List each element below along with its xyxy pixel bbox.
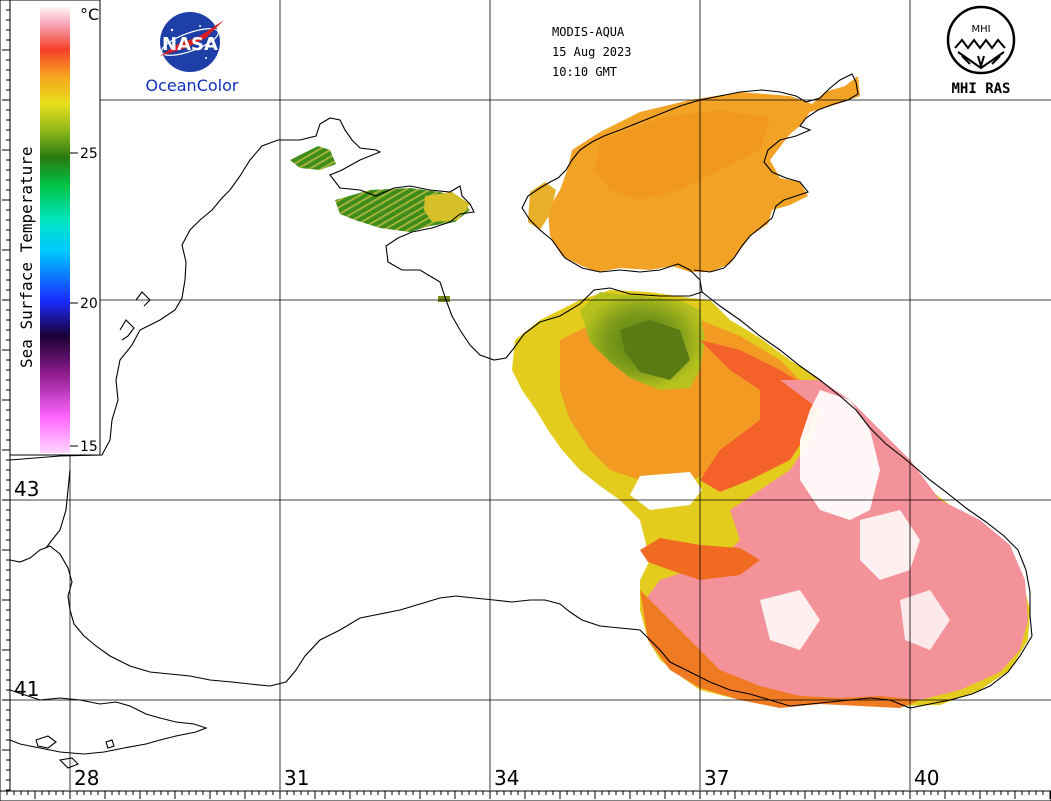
coastline-caucasus <box>701 291 1033 637</box>
date-label: 15 Aug 2023 <box>552 45 631 59</box>
mhi-mark: MHI <box>971 24 990 35</box>
oceancolor-text: OceanColor <box>146 76 239 95</box>
hottest-area-3 <box>760 590 820 650</box>
cold-spot-dark <box>620 320 690 380</box>
lon-label-34: 34 <box>494 766 519 790</box>
coastline-danube-delta <box>119 291 151 341</box>
southern-orange-rim <box>640 590 920 708</box>
lon-label-28: 28 <box>74 766 99 790</box>
nasa-logo: NASA <box>160 12 224 72</box>
coastline-bosphorus <box>45 469 71 549</box>
lon-label-31: 31 <box>284 766 309 790</box>
hottest-area-4 <box>900 590 950 650</box>
coastline-west-north <box>9 117 703 461</box>
hottest-area-1 <box>800 390 880 520</box>
mhi-ras-text: MHI RAS <box>951 81 1010 97</box>
nw-shelf-sst-north <box>290 146 336 170</box>
graticule <box>10 0 1051 790</box>
colorbar-tick-20: 20 <box>80 296 98 312</box>
colorbar-tick-15: 15 <box>80 439 98 455</box>
colorbar-title: Sea Surface Temperature <box>17 146 36 368</box>
nasa-text: NASA <box>162 34 218 55</box>
coastline-islands <box>35 735 115 769</box>
nasa-swoosh <box>160 20 224 56</box>
hottest-area-2 <box>860 510 920 580</box>
sensor-label: MODIS-AQUA <box>552 25 625 39</box>
red-orange-zone <box>700 340 820 492</box>
small-patch <box>438 296 450 302</box>
colorbar: °C 25 20 15 Sea Surface Temperature <box>9 0 101 456</box>
time-label: 10:10 GMT <box>552 65 617 79</box>
lon-label-40: 40 <box>914 766 939 790</box>
colorbar-tick-25: 25 <box>80 146 98 162</box>
coastline <box>9 73 1033 769</box>
lon-label-37: 37 <box>704 766 729 790</box>
lat-label-41: 41 <box>14 677 39 701</box>
cloud-gap-1 <box>630 472 702 510</box>
colorbar-gradient <box>40 5 70 453</box>
lat-label-43: 43 <box>14 477 39 501</box>
coastline-crimea-azov <box>521 73 859 293</box>
mhi-ras-logo: MHI <box>946 5 1016 75</box>
coastline-turkey <box>9 545 1033 709</box>
coastline-marmara <box>9 689 208 755</box>
colorbar-unit: °C <box>80 5 99 24</box>
azov-sea-warm-patch <box>595 110 770 200</box>
azov-bay-west <box>528 182 556 230</box>
sst-data-layer <box>290 76 1030 708</box>
